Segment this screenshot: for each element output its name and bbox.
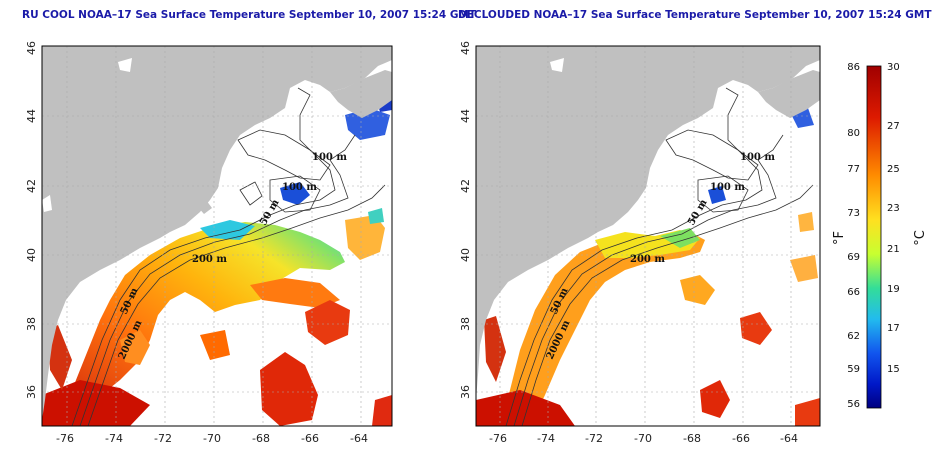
y-tick-label: 42 <box>25 179 38 193</box>
depth-label: 100 m <box>312 152 347 163</box>
celsius-tick: 19 <box>887 284 900 295</box>
x-tick-label: -66 <box>301 432 319 445</box>
y-tick-label: 36 <box>25 385 38 399</box>
celsius-tick: 23 <box>887 203 900 214</box>
x-tick-label: -76 <box>56 432 74 445</box>
fahrenheit-tick: 77 <box>847 164 860 175</box>
right-map: 100 m 100 m 50 m 200 m 50 m 2000 m -76 -… <box>459 41 821 445</box>
depth-label: 200 m <box>630 254 665 265</box>
y-tick-label: 40 <box>25 248 38 262</box>
x-tick-label: -70 <box>634 432 652 445</box>
x-tick-label: -72 <box>585 432 603 445</box>
fahrenheit-tick: 59 <box>847 364 860 375</box>
temperature-colorbar: 86 80 77 73 69 66 62 59 56 30 27 25 23 2… <box>832 62 928 410</box>
land-mass <box>476 46 820 400</box>
y-tick-label: 38 <box>459 317 472 331</box>
x-tick-label: -72 <box>154 432 172 445</box>
y-tick-label: 38 <box>25 317 38 331</box>
sst-data-region <box>60 222 345 426</box>
celsius-tick: 17 <box>887 323 900 334</box>
celsius-tick: 30 <box>887 62 900 73</box>
y-tick-label: 44 <box>25 109 38 123</box>
x-tick-label: -74 <box>537 432 555 445</box>
x-tick-label: -64 <box>780 432 798 445</box>
y-tick-label: 46 <box>25 41 38 55</box>
y-tick-label: 46 <box>459 41 472 55</box>
x-tick-label: -66 <box>732 432 750 445</box>
depth-label: 100 m <box>740 152 775 163</box>
left-map: 100 m 100 m 50 m 200 m 50 m 2000 m -76 -… <box>25 41 393 445</box>
right-y-axis: 36 38 40 42 44 46 <box>459 41 472 399</box>
fahrenheit-tick: 62 <box>847 331 860 342</box>
x-tick-label: -68 <box>252 432 270 445</box>
left-x-axis: -76 -74 -72 -70 -68 -66 -64 <box>56 432 368 445</box>
celsius-tick: 21 <box>887 244 900 255</box>
right-x-axis: -76 -74 -72 -70 -68 -66 -64 <box>489 432 798 445</box>
celsius-unit-label: °C <box>913 230 928 246</box>
y-tick-label: 44 <box>459 109 472 123</box>
fahrenheit-tick: 80 <box>847 128 860 139</box>
left-panel-title: RU COOL NOAA–17 Sea Surface Temperature … <box>22 9 477 21</box>
left-y-axis: 36 38 40 42 44 46 <box>25 41 38 399</box>
x-tick-label: -76 <box>489 432 507 445</box>
depth-label: 100 m <box>710 182 745 193</box>
fahrenheit-tick: 69 <box>847 252 860 263</box>
sst-data-region <box>500 232 705 426</box>
x-tick-label: -74 <box>105 432 123 445</box>
fahrenheit-tick: 56 <box>847 399 860 410</box>
celsius-tick: 25 <box>887 164 900 175</box>
y-tick-label: 40 <box>459 248 472 262</box>
fahrenheit-tick: 73 <box>847 208 860 219</box>
right-panel-title: DECLOUDED NOAA–17 Sea Surface Temperatur… <box>458 9 932 21</box>
depth-label: 200 m <box>192 254 227 265</box>
y-tick-label: 42 <box>459 179 472 193</box>
fahrenheit-tick: 66 <box>847 287 860 298</box>
x-tick-label: -68 <box>683 432 701 445</box>
depth-label: 100 m <box>282 182 317 193</box>
celsius-tick: 27 <box>887 121 900 132</box>
x-tick-label: -70 <box>203 432 221 445</box>
land-mass <box>42 46 392 420</box>
y-tick-label: 36 <box>459 385 472 399</box>
x-tick-label: -64 <box>350 432 368 445</box>
fahrenheit-tick: 86 <box>847 62 860 73</box>
celsius-tick: 15 <box>887 364 900 375</box>
fahrenheit-unit-label: °F <box>832 231 847 245</box>
